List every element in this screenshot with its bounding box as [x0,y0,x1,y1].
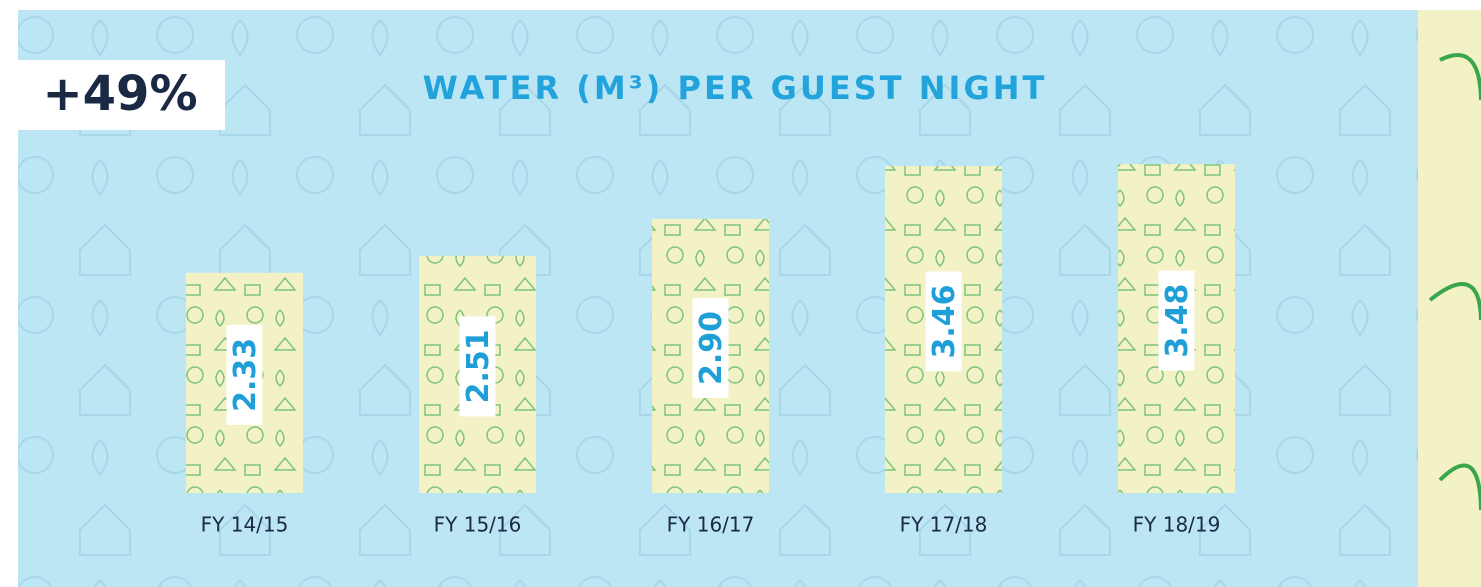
category-label: FY 14/15 [201,513,289,537]
value-label-group: 2.51 [460,316,497,416]
category-label: FY 17/18 [900,513,988,537]
side-panel [1418,10,1481,587]
category-label: FY 15/16 [434,513,522,537]
chart-title: WATER (M³) PER GUEST NIGHT [423,69,1048,107]
value-label: 3.46 [927,284,962,358]
infographic: +49% WATER (M³) PER GUEST NIGHT 2.33 FY 1… [0,0,1481,587]
value-label-group: 2.33 [227,325,264,425]
badge-text: +49% [42,66,197,122]
value-label-group: 2.90 [693,298,730,398]
value-label-group: 3.48 [1159,271,1196,371]
category-label: FY 16/17 [667,513,755,537]
value-label: 2.90 [694,311,729,385]
value-label-group: 3.46 [926,272,963,372]
value-label: 2.51 [461,329,496,403]
value-label: 2.33 [228,338,263,412]
value-label: 3.48 [1160,284,1195,358]
category-label: FY 18/19 [1133,513,1221,537]
